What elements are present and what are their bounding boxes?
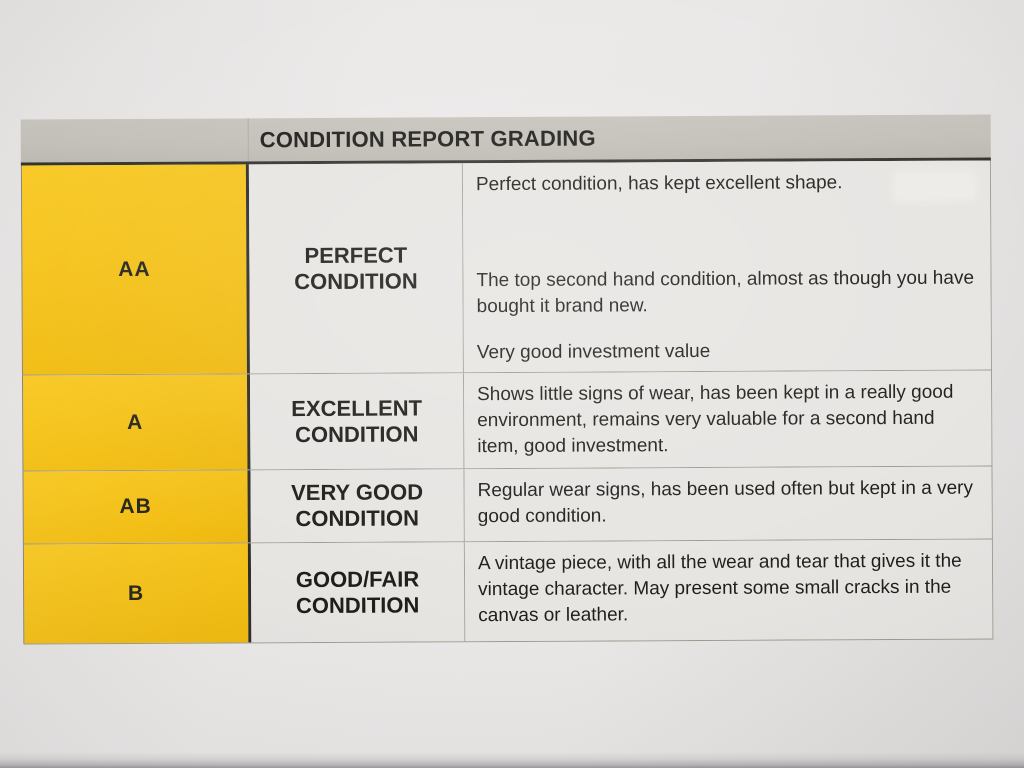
description-paragraph: A vintage piece, with all the wear and t… — [477, 550, 962, 627]
row-grade-a: A EXCELLENT CONDITION Shows little signs… — [21, 370, 993, 472]
label-line-2: CONDITION — [295, 505, 420, 532]
description-cell-aa: Perfect condition, has kept excellent sh… — [462, 160, 991, 373]
label-line-2: CONDITION — [294, 420, 419, 447]
white-patch-artifact — [895, 172, 975, 199]
label-cell-aa: PERFECT CONDITION — [248, 163, 464, 374]
label-cell-b: GOOD/FAIR CONDITION — [250, 542, 466, 643]
grade-cell-ab: AB — [22, 470, 251, 544]
table-header-bar: CONDITION REPORT GRADING — [20, 114, 991, 166]
label-line-1: PERFECT — [304, 242, 408, 268]
label-line-2: CONDITION — [294, 267, 418, 294]
description-paragraph: Shows little signs of wear, has been kep… — [477, 381, 954, 458]
table-title: CONDITION REPORT GRADING — [259, 125, 596, 152]
grade-cell-aa: AA — [20, 164, 250, 375]
description-paragraph: Regular wear signs, has been used often … — [477, 477, 973, 528]
label-cell-a: EXCELLENT CONDITION — [249, 373, 465, 470]
description-cell-a: Shows little signs of wear, has been kep… — [463, 370, 992, 469]
row-grade-ab: AB VERY GOOD CONDITION Regular wear sign… — [22, 466, 993, 545]
label-line-1: VERY GOOD — [290, 479, 424, 506]
row-grade-b: B GOOD/FAIR CONDITION A vintage piece, w… — [22, 539, 994, 645]
description-paragraph: Very good investment value — [476, 340, 711, 364]
label-line-1: EXCELLENT — [291, 394, 423, 421]
grade-cell-b: B — [22, 543, 252, 644]
photo-bottom-edge-shadow — [0, 752, 1024, 768]
description-paragraph: The top second hand condition, almost as… — [476, 267, 975, 318]
condition-grading-table: CONDITION REPORT GRADING AA PERFECT COND… — [20, 114, 994, 645]
row-grade-aa: AA PERFECT CONDITION Perfect condition, … — [20, 160, 992, 376]
label-line-2: CONDITION — [295, 591, 420, 618]
header-corner-cell — [20, 118, 249, 163]
description-cell-ab: Regular wear signs, has been used often … — [464, 466, 992, 542]
label-cell-ab: VERY GOOD CONDITION — [250, 469, 465, 543]
label-line-1: GOOD/FAIR — [295, 565, 420, 592]
description-cell-b: A vintage piece, with all the wear and t… — [464, 539, 993, 642]
grade-cell-a: A — [21, 374, 251, 471]
